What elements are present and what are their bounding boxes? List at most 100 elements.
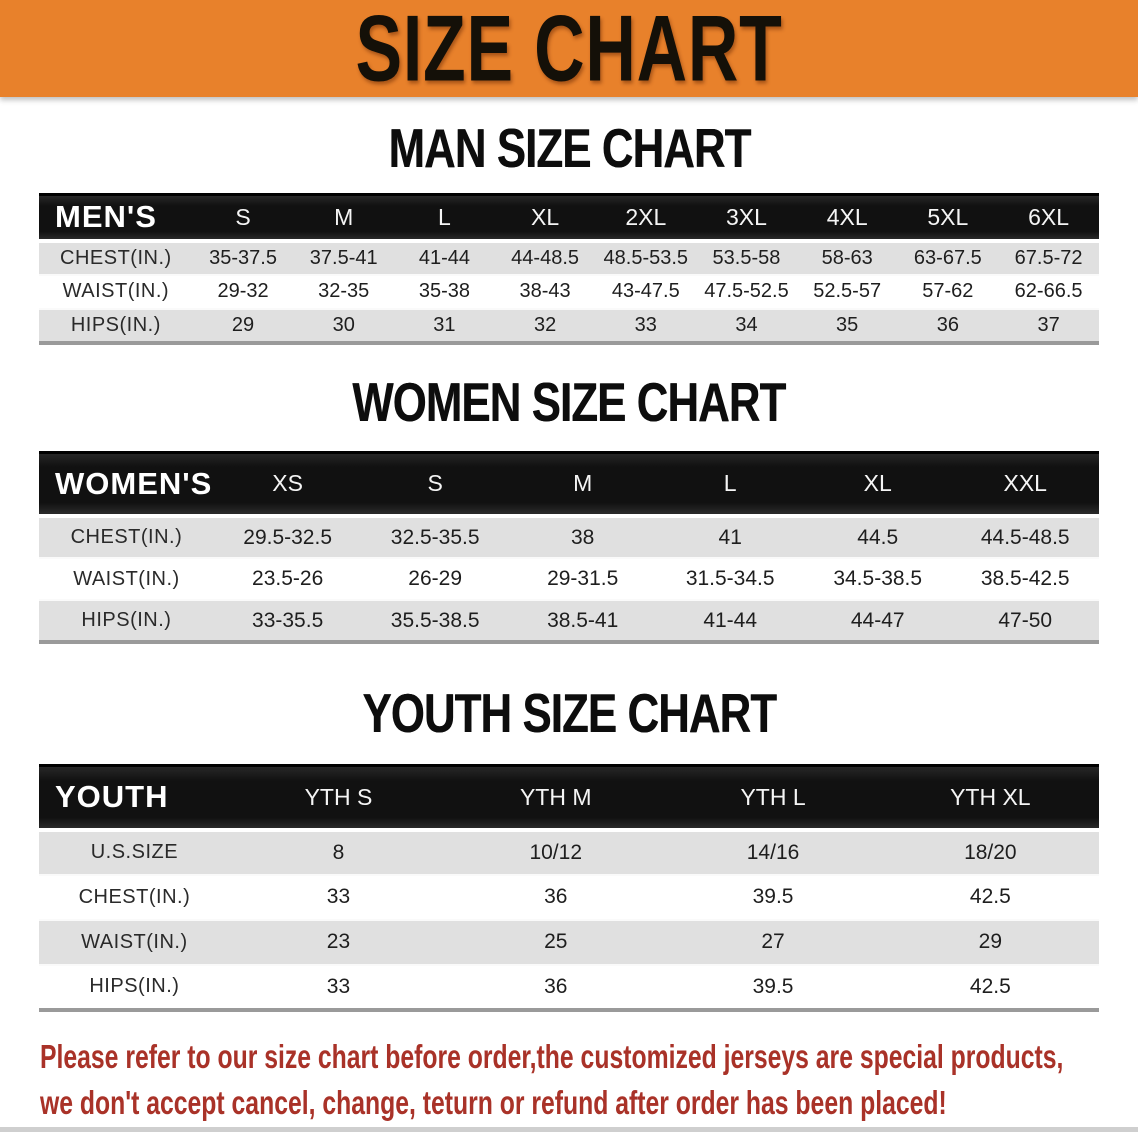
- measurement-row: WAIST(IN.) 29-32 32-35 35-38 38-43 43-47.5 47.…: [39, 274, 1099, 310]
- measurement-row-label: WAIST(IN.): [39, 274, 193, 310]
- measurement-value: 44.5: [803, 516, 952, 559]
- measurement-row: WAIST(IN.) 23.5-26 26-29 29-31.5 31.5-34.5 34…: [39, 558, 1099, 601]
- measurement-value: 42.5: [881, 964, 1099, 1011]
- measurement-value: 34.5-38.5: [803, 558, 952, 601]
- measurement-value: 38.5-42.5: [951, 558, 1099, 601]
- measurement-value: 38: [508, 516, 657, 559]
- disclaimer-line-2: we don't accept cancel, change, teturn o…: [40, 1083, 947, 1121]
- measurement-value: 52.5-57: [796, 274, 898, 310]
- size-column-header: S: [192, 193, 294, 243]
- measurement-value: 25: [447, 919, 665, 966]
- measurement-value: 67.5-72: [998, 240, 1099, 276]
- men-table-corner-label: MEN'S: [39, 193, 193, 243]
- measurement-value: 44.5-48.5: [951, 516, 1099, 559]
- size-column-header: XS: [213, 450, 362, 518]
- women-size-table: WOMEN'S XS S M L XL XXL CHEST(IN.) 29.5-32.5 32…: [39, 450, 1099, 644]
- measurement-value: 35.5-38.5: [361, 600, 509, 643]
- measurement-row: CHEST(IN.) 35-37.5 37.5-41 41-44 44-48.5 48.5…: [39, 240, 1099, 276]
- measurement-row-label: CHEST(IN.): [39, 516, 214, 559]
- measurement-row-label: WAIST(IN.): [39, 919, 230, 966]
- measurement-value: 36: [447, 874, 665, 921]
- measurement-row: HIPS(IN.) 29 30 31 32 33 34 35 36 37: [39, 308, 1099, 344]
- measurement-row-label: HIPS(IN.): [39, 964, 230, 1011]
- men-table-header-row: MEN'S S M L XL 2XL 3XL 4XL 5XL 6XL: [39, 193, 1099, 243]
- measurement-value: 10/12: [447, 829, 665, 876]
- size-column-header: M: [293, 193, 395, 243]
- measurement-value: 23.5-26: [213, 558, 362, 601]
- measurement-value: 35-37.5: [192, 240, 294, 276]
- size-column-header: YTH M: [447, 764, 665, 832]
- measurement-value: 26-29: [361, 558, 509, 601]
- women-table-header-row: WOMEN'S XS S M L XL XXL: [39, 450, 1099, 518]
- size-column-header: L: [656, 450, 804, 518]
- measurement-value: 33: [229, 964, 448, 1011]
- measurement-row-label: HIPS(IN.): [39, 600, 214, 643]
- measurement-value: 39.5: [664, 964, 882, 1011]
- measurement-value: 32.5-35.5: [361, 516, 509, 559]
- measurement-row: CHEST(IN.) 29.5-32.5 32.5-35.5 38 41 44.5 44.5…: [39, 516, 1099, 559]
- measurement-value: 29: [881, 919, 1099, 966]
- women-section-title: WOMEN SIZE CHART: [0, 371, 1138, 434]
- measurement-value: 33: [229, 874, 448, 921]
- measurement-value: 33: [595, 308, 697, 344]
- measurement-value: 29-31.5: [508, 558, 657, 601]
- disclaimer: Please refer to our size chart before or…: [0, 1034, 1138, 1126]
- measurement-row: CHEST(IN.) 33 36 39.5 42.5: [39, 874, 1099, 921]
- size-column-header: XL: [494, 193, 596, 243]
- size-chart-banner: SIZE CHART: [0, 0, 1138, 97]
- measurement-row: HIPS(IN.) 33 36 39.5 42.5: [39, 964, 1099, 1011]
- youth-table-header-row: YOUTH YTH S YTH M YTH L YTH XL: [39, 764, 1099, 832]
- measurement-value: 30: [293, 308, 395, 344]
- measurement-value: 44-47: [803, 600, 952, 643]
- measurement-value: 38-43: [494, 274, 596, 310]
- measurement-value: 18/20: [881, 829, 1099, 876]
- measurement-value: 53.5-58: [696, 240, 797, 276]
- men-section-title-text: MAN SIZE CHART: [388, 118, 751, 180]
- measurement-row-label: WAIST(IN.): [39, 558, 214, 601]
- measurement-value: 37.5-41: [293, 240, 395, 276]
- size-column-header: XL: [803, 450, 952, 518]
- disclaimer-line-1: Please refer to our size chart before or…: [40, 1037, 1064, 1075]
- measurement-value: 37: [998, 308, 1099, 344]
- measurement-value: 44-48.5: [494, 240, 596, 276]
- measurement-row: U.S.SIZE 8 10/12 14/16 18/20: [39, 829, 1099, 876]
- measurement-value: 32-35: [293, 274, 395, 310]
- measurement-value: 43-47.5: [595, 274, 697, 310]
- measurement-row: HIPS(IN.) 33-35.5 35.5-38.5 38.5-41 41-44 44-…: [39, 600, 1099, 643]
- measurement-row-label: CHEST(IN.): [39, 874, 230, 921]
- measurement-value: 8: [229, 829, 448, 876]
- measurement-value: 33-35.5: [213, 600, 362, 643]
- measurement-row-label: HIPS(IN.): [39, 308, 193, 344]
- women-section-title-text: WOMEN SIZE CHART: [352, 371, 786, 434]
- youth-table-corner-label: YOUTH: [39, 764, 230, 832]
- measurement-value: 47-50: [951, 600, 1099, 643]
- measurement-value: 42.5: [881, 874, 1099, 921]
- size-column-header: 2XL: [595, 193, 697, 243]
- size-column-header: S: [361, 450, 509, 518]
- measurement-value: 48.5-53.5: [595, 240, 697, 276]
- measurement-value: 14/16: [664, 829, 882, 876]
- measurement-value: 41-44: [394, 240, 495, 276]
- size-column-header: 4XL: [796, 193, 898, 243]
- measurement-value: 23: [229, 919, 448, 966]
- measurement-value: 31.5-34.5: [656, 558, 804, 601]
- measurement-value: 34: [696, 308, 797, 344]
- measurement-value: 62-66.5: [998, 274, 1099, 310]
- men-size-table: MEN'S S M L XL 2XL 3XL 4XL 5XL 6XL CHEST(IN.) 35-…: [39, 193, 1099, 345]
- measurement-value: 35-38: [394, 274, 495, 310]
- measurement-value: 29-32: [192, 274, 294, 310]
- measurement-value: 57-62: [897, 274, 999, 310]
- size-column-header: M: [508, 450, 657, 518]
- measurement-value: 27: [664, 919, 882, 966]
- measurement-value: 38.5-41: [508, 600, 657, 643]
- measurement-value: 32: [494, 308, 596, 344]
- youth-section-title: YOUTH SIZE CHART: [0, 683, 1138, 745]
- banner-title: SIZE CHART: [355, 0, 783, 101]
- measurement-row-label: CHEST(IN.): [39, 240, 193, 276]
- size-column-header: 5XL: [897, 193, 999, 243]
- size-column-header: 3XL: [696, 193, 797, 243]
- measurement-value: 47.5-52.5: [696, 274, 797, 310]
- measurement-value: 29: [192, 308, 294, 344]
- youth-section-title-text: YOUTH SIZE CHART: [362, 683, 777, 745]
- size-column-header: YTH L: [664, 764, 882, 832]
